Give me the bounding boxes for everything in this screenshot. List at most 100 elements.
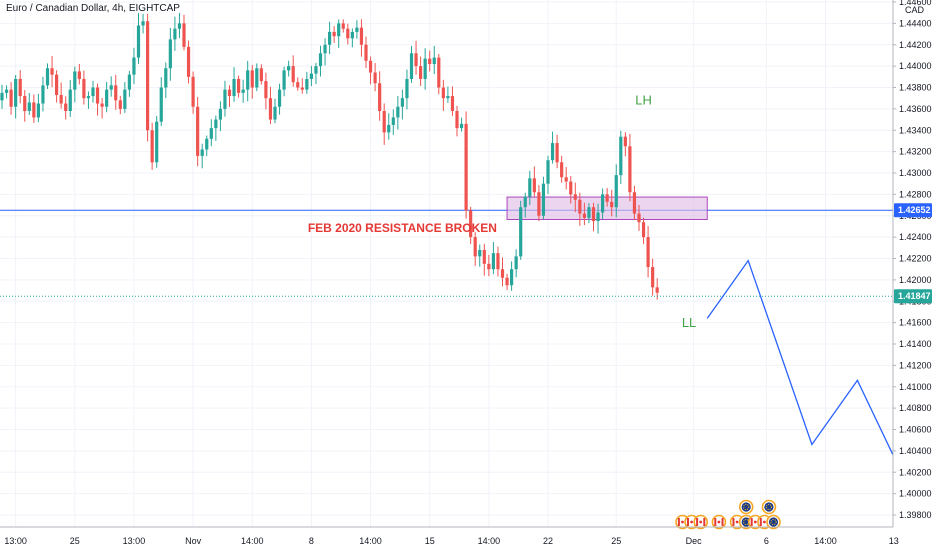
candle-body: [232, 78, 236, 97]
candle-body: [55, 74, 59, 95]
price-tick-label: 1.41600: [899, 318, 932, 328]
time-tick-label: 13:00: [4, 536, 27, 546]
eu-flag-icon[interactable]: [761, 499, 777, 515]
candle-body: [323, 44, 327, 54]
candle-body: [168, 39, 172, 69]
candle-body: [82, 78, 86, 99]
price-tick-label: 1.44400: [899, 18, 932, 28]
time-tick-label: 14:00: [478, 536, 501, 546]
candle-body: [455, 111, 459, 129]
candle-body: [100, 103, 104, 107]
candle-body: [614, 175, 618, 208]
hline-price-tag[interactable]: [894, 203, 932, 218]
candle-body: [423, 58, 427, 79]
candle-body: [459, 123, 464, 129]
forecast-path[interactable]: [706, 259, 918, 506]
candle-body: [437, 57, 441, 88]
symbol-title: Euro / Canadian Dollar, 4h, EIGHTCAP: [6, 3, 180, 14]
candle-body: [469, 210, 473, 238]
flag-band-left: [687, 518, 689, 526]
price-tick-label: 1.41200: [899, 360, 932, 370]
time-axis[interactable]: 13:00 25 13:00 Nov 14:00 8 14:00 15 14:00 22 25 Dec…: [0, 526, 899, 546]
candle-body: [268, 98, 273, 120]
candle-body: [637, 213, 641, 223]
maple-leaf: [699, 520, 703, 524]
candle-body: [250, 70, 254, 88]
swing-annotation-ll[interactable]: LL: [682, 315, 696, 330]
candle-body: [446, 96, 450, 99]
candle-body: [537, 192, 541, 216]
annotations[interactable]: FEB 2020 RESISTANCE BROKEN LH LL: [308, 93, 696, 330]
candle-body: [373, 72, 377, 84]
candle-body: [541, 183, 546, 216]
candle-body: [328, 31, 332, 45]
candle-body: [32, 102, 36, 118]
candle-body: [45, 68, 50, 86]
candle-body: [359, 27, 364, 45]
forecast-polyline[interactable]: [706, 259, 918, 505]
flag-band-left: [696, 518, 699, 526]
price-tick-label: 1.40800: [899, 403, 932, 413]
price-tick-label: 1.44200: [899, 40, 932, 50]
candle-body: [641, 222, 646, 238]
maple-leaf: [763, 520, 766, 524]
currency-label: CAD: [905, 5, 925, 15]
candle-body: [9, 89, 13, 107]
candle-body: [628, 146, 632, 193]
candle-body: [77, 71, 81, 79]
candle-body: [428, 58, 432, 64]
candle-body: [255, 68, 259, 88]
candle-body: [18, 78, 22, 97]
candle-body: [59, 94, 63, 104]
time-tick-label: 14:00: [241, 536, 264, 546]
candle-body: [350, 31, 354, 39]
candle-body: [14, 78, 18, 107]
candle-body: [587, 207, 591, 218]
candlestick-series: [0, 12, 659, 300]
candle-body: [95, 87, 100, 104]
candle-body: [264, 81, 268, 99]
candle-body: [651, 267, 655, 288]
candle-body: [332, 31, 336, 37]
candle-body: [400, 98, 404, 107]
candle-body: [314, 66, 318, 74]
economic-events[interactable]: [675, 499, 781, 530]
price-tick-label: 1.43800: [899, 83, 932, 93]
candle-body: [237, 78, 241, 93]
canada-flag-icon[interactable]: [693, 514, 709, 530]
price-tick-label: 1.41400: [899, 339, 932, 349]
swing-annotation-lh[interactable]: LH: [635, 93, 652, 108]
maple-leaf: [753, 520, 757, 524]
eu-flag-icon[interactable]: [738, 499, 754, 515]
time-tick-label: 6: [764, 536, 769, 546]
price-tick-label: 1.39800: [899, 510, 932, 520]
resistance-annotation[interactable]: FEB 2020 RESISTANCE BROKEN: [308, 221, 497, 235]
eu-flag-icon[interactable]: [766, 514, 781, 530]
hline-price-label: 1.42652: [898, 205, 931, 215]
flag-bg: [768, 517, 779, 527]
price-tick-label: 1.43200: [899, 147, 932, 157]
price-axis[interactable]: 1.44600 1.44400 1.44200 1.44000 1.43800 1.436…: [892, 0, 932, 550]
maple-leaf: [690, 520, 693, 524]
flag-band-right: [703, 518, 706, 526]
candle-body: [259, 68, 263, 82]
price-tick-label: 1.41000: [899, 382, 932, 392]
price-tick-label: 1.40000: [899, 489, 932, 499]
candle-body: [105, 89, 109, 107]
candle-body: [510, 269, 514, 286]
time-tick-label: 14:00: [359, 536, 382, 546]
candle-body: [182, 23, 186, 47]
candle-body: [555, 143, 559, 163]
canada-flag-icon[interactable]: [711, 514, 727, 530]
candle-body: [496, 253, 500, 270]
candle-body: [346, 28, 350, 39]
price-tick-label: 1.43400: [899, 125, 932, 135]
candle-body: [200, 149, 204, 156]
last-price-tag: [894, 289, 932, 304]
candle-body: [214, 119, 218, 129]
candle-body: [4, 89, 9, 93]
candle-body: [291, 66, 295, 83]
candle-body: [205, 138, 209, 150]
candle-body: [441, 87, 445, 99]
